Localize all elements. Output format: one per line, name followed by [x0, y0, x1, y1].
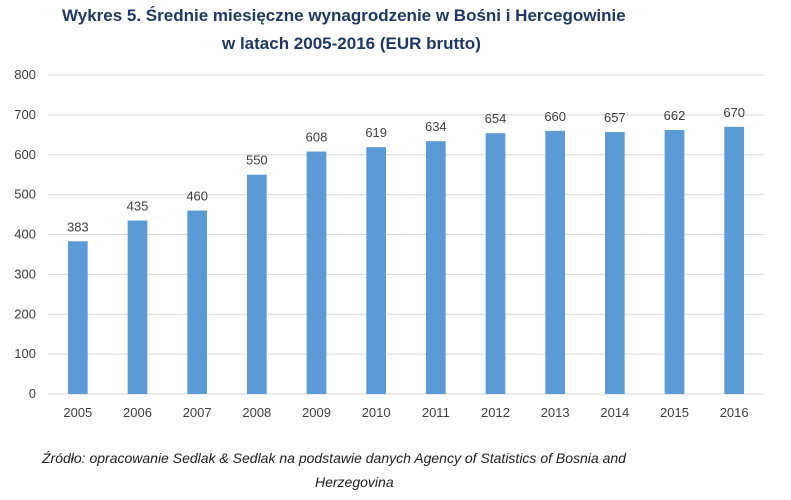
x-tick-label: 2014 [600, 405, 629, 420]
x-tick-label: 2008 [242, 405, 271, 420]
data-label: 660 [544, 109, 566, 124]
chart-title-line2: w latach 2005-2016 (EUR brutto) [222, 34, 481, 53]
y-tick-label: 700 [14, 107, 36, 122]
x-tick-label: 2007 [183, 405, 212, 420]
x-tick-label: 2006 [123, 405, 152, 420]
data-label: 608 [306, 130, 328, 145]
data-label: 662 [664, 108, 686, 123]
y-tick-label: 500 [14, 187, 36, 202]
data-label: 634 [425, 119, 447, 134]
data-label: 435 [127, 199, 149, 214]
bar [127, 220, 148, 394]
y-tick-label: 600 [14, 147, 36, 162]
x-tick-label: 2010 [362, 405, 391, 420]
y-tick-label: 0 [29, 386, 36, 401]
bar [485, 133, 506, 394]
x-tick-label: 2009 [302, 405, 331, 420]
data-label: 550 [246, 153, 268, 168]
data-label: 670 [723, 105, 745, 120]
chart-title-line1: Wykres 5. Średnie miesięczne wynagrodzen… [62, 6, 626, 25]
x-tick-label: 2015 [660, 405, 689, 420]
bar [366, 147, 387, 394]
data-label: 619 [365, 125, 387, 140]
x-tick-label: 2012 [481, 405, 510, 420]
x-tick-label: 2016 [720, 405, 749, 420]
y-tick-label: 800 [14, 67, 36, 82]
source-note-line2: Herzegovina [315, 474, 394, 490]
x-tick-label: 2005 [63, 405, 92, 420]
bar [724, 126, 745, 395]
data-label: 383 [67, 219, 89, 234]
y-tick-label: 300 [14, 266, 36, 281]
data-label: 654 [485, 111, 507, 126]
y-tick-label: 200 [14, 306, 36, 321]
bar [425, 141, 446, 394]
y-tick-label: 100 [14, 346, 36, 361]
bar-chart: 0 100 200 300 400 500 600 700 800 383 2005 435 2006 4… [14, 67, 764, 420]
bar [67, 241, 88, 394]
y-tick-label: 400 [14, 227, 36, 242]
source-note-line1: Źródło: opracowanie Sedlak & Sedlak na p… [42, 450, 626, 466]
bar [306, 151, 327, 394]
bar [545, 130, 566, 394]
data-label: 460 [186, 189, 208, 204]
bar [664, 130, 685, 394]
bar [604, 132, 625, 394]
bar [246, 174, 267, 394]
x-tick-label: 2011 [422, 405, 450, 420]
x-tick-label: 2013 [541, 405, 570, 420]
bar [187, 210, 208, 394]
data-label: 657 [604, 110, 626, 125]
